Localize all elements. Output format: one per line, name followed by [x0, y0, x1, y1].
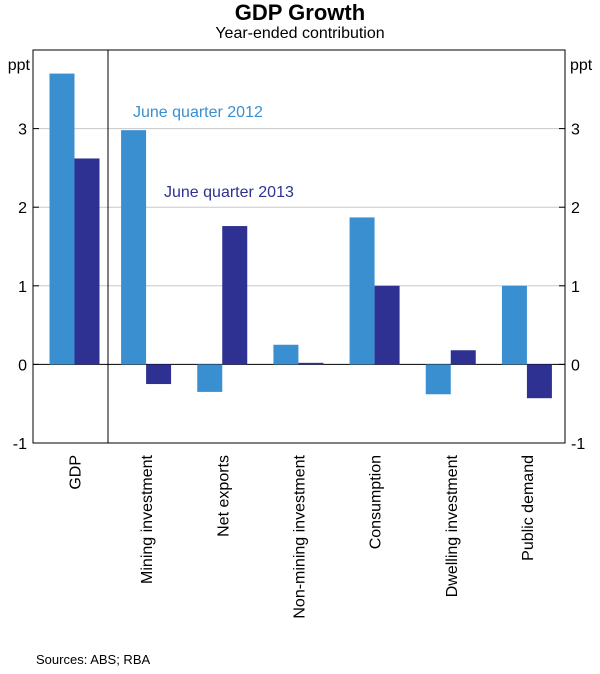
- chart-title: GDP Growth: [234, 0, 366, 25]
- bar-2012-dwelling-investment: [425, 364, 451, 395]
- y-tick-label-right: 1: [571, 279, 580, 296]
- y-tick-label-left: 0: [18, 357, 27, 374]
- series-label-2012: June quarter 2012: [133, 104, 263, 121]
- category-label: Public demand: [520, 455, 537, 561]
- bar-2013-public-demand: [526, 364, 552, 399]
- bar-2012-net-exports: [197, 364, 223, 392]
- y-tick-label-right: -1: [571, 436, 585, 453]
- bar-2013-mining-investment: [146, 364, 172, 385]
- category-label: Dwelling investment: [444, 454, 461, 597]
- bar-2012-public-demand: [501, 285, 527, 365]
- bar-2013-gdp: [74, 158, 100, 365]
- y-tick-label-left: 3: [18, 122, 27, 139]
- source-note: Sources: ABS; RBA: [36, 652, 151, 667]
- category-label: Non-mining investment: [291, 454, 308, 618]
- bar-2012-consumption: [349, 217, 375, 365]
- bar-2013-dwelling-investment: [450, 350, 476, 365]
- category-label: Mining investment: [139, 454, 156, 584]
- category-label: Consumption: [368, 455, 385, 549]
- bar-2012-mining-investment: [121, 130, 147, 365]
- chart-subtitle: Year-ended contribution: [215, 25, 385, 42]
- bar-2013-net-exports: [222, 226, 248, 365]
- series-label-2013: June quarter 2013: [164, 184, 294, 201]
- category-label: Net exports: [215, 455, 232, 537]
- bar-2013-consumption: [374, 285, 400, 365]
- y-tick-label-right: 2: [571, 200, 580, 217]
- bar-2013-non-mining-investment: [298, 362, 324, 365]
- bar-2012-non-mining-investment: [273, 344, 299, 365]
- category-label: GDP: [68, 455, 85, 490]
- y-tick-label-left: -1: [13, 436, 27, 453]
- y-tick-label-right: 3: [571, 122, 580, 139]
- y-tick-label-left: 2: [18, 200, 27, 217]
- y-tick-label-right: 0: [571, 357, 580, 374]
- y-tick-label-left: 1: [18, 279, 27, 296]
- y-axis-unit-left: ppt: [8, 57, 31, 74]
- plot-frame: [32, 49, 566, 444]
- bar-2012-gdp: [49, 73, 75, 365]
- y-axis-unit-right: ppt: [570, 57, 593, 74]
